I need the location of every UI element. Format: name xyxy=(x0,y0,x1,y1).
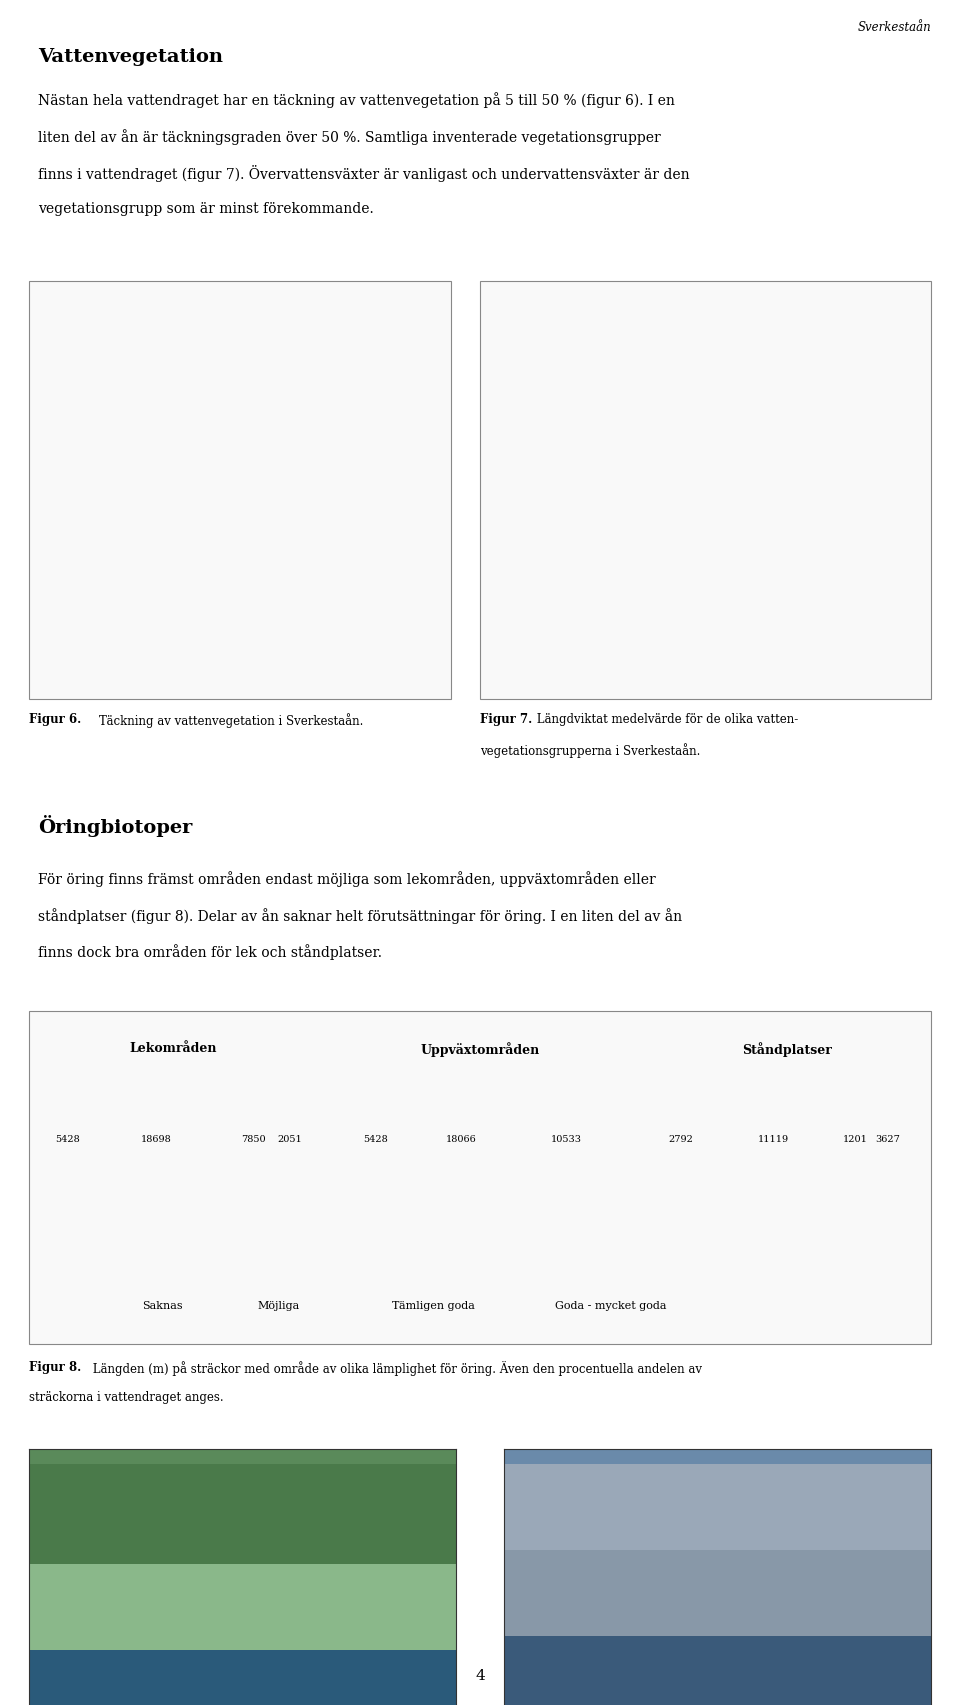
Bar xyxy=(48,1154,87,1212)
Text: Figur 8.: Figur 8. xyxy=(29,1361,81,1374)
Text: 2%: 2% xyxy=(162,373,182,385)
Text: Längden (m) på sträckor med område av olika lämplighet för öring. Även den proce: Längden (m) på sträckor med område av ol… xyxy=(89,1361,703,1376)
Text: Figur 6.: Figur 6. xyxy=(29,713,81,726)
Text: ståndplatser (figur 8). Delar av ån saknar helt förutsättningar för öring. I en : ståndplatser (figur 8). Delar av ån sakn… xyxy=(38,907,683,924)
Legend: Saknas, <5%, 5-50%, >50%: Saknas, <5%, 5-50%, >50% xyxy=(134,651,346,670)
Bar xyxy=(662,1154,700,1212)
Wedge shape xyxy=(150,384,330,563)
Bar xyxy=(700,1154,848,1212)
Bar xyxy=(504,1550,931,1635)
Bar xyxy=(630,489,671,597)
Text: 98%: 98% xyxy=(231,489,260,503)
Text: Goda - mycket goda: Goda - mycket goda xyxy=(555,1301,666,1311)
Title: Vattenvegetation: Vattenvegetation xyxy=(669,332,780,346)
Text: 1201: 1201 xyxy=(843,1136,868,1144)
Text: Vattenvegetation: Vattenvegetation xyxy=(38,48,224,66)
Text: 4: 4 xyxy=(475,1669,485,1683)
Bar xyxy=(705,547,745,597)
Bar xyxy=(528,1154,605,1212)
Text: finns dock bra områden för lek och ståndplatser.: finns dock bra områden för lek och stånd… xyxy=(38,945,382,960)
Bar xyxy=(225,1154,282,1212)
Text: 1,3: 1,3 xyxy=(641,476,659,486)
Text: Saknas: Saknas xyxy=(142,1301,182,1311)
Text: Figur 7.: Figur 7. xyxy=(480,713,532,726)
Bar xyxy=(395,1154,528,1212)
Text: Längdviktat medelvärde för de olika vatten-: Längdviktat medelvärde för de olika vatt… xyxy=(533,713,798,726)
Text: Täckning av vattenvegetation i Sverkestaån.: Täckning av vattenvegetation i Sverkesta… xyxy=(99,713,363,728)
Text: Ståndplatser: Ståndplatser xyxy=(742,1042,832,1057)
Text: Uppväxtområden: Uppväxtområden xyxy=(420,1042,540,1057)
Text: 5428: 5428 xyxy=(56,1136,81,1144)
Bar xyxy=(29,1563,456,1650)
Bar xyxy=(864,1154,912,1212)
Text: sträckorna i vattendraget anges.: sträckorna i vattendraget anges. xyxy=(29,1391,224,1405)
Text: 1,7: 1,7 xyxy=(566,443,584,454)
Bar xyxy=(29,1650,456,1705)
Text: Möjliga: Möjliga xyxy=(257,1301,300,1311)
Text: vegetationsgrupp som är minst förekommande.: vegetationsgrupp som är minst förekomman… xyxy=(38,201,374,217)
Text: finns i vattendraget (figur 7). Övervattensväxter är vanligast och undervattensv: finns i vattendraget (figur 7). Övervatt… xyxy=(38,165,690,182)
Text: 10533: 10533 xyxy=(551,1136,582,1144)
Text: liten del av ån är täckningsgraden över 50 %. Samtliga inventerade vegetationsgr: liten del av ån är täckningsgraden över … xyxy=(38,130,661,145)
Bar xyxy=(282,1154,298,1212)
Bar xyxy=(355,1154,395,1212)
Text: Sverkestaån: Sverkestaån xyxy=(857,20,931,34)
Wedge shape xyxy=(236,384,248,474)
Text: 18066: 18066 xyxy=(445,1136,477,1144)
Text: Nästan hela vattendraget har en täckning av vattenvegetation på 5 till 50 % (fig: Nästan hela vattendraget har en täckning… xyxy=(38,92,675,107)
Bar xyxy=(555,457,596,597)
Bar xyxy=(853,506,895,597)
Title: Täckning av vattenvegetation totalt: Täckning av vattenvegetation totalt xyxy=(123,292,357,305)
Text: 5428: 5428 xyxy=(363,1136,388,1144)
Text: 0,8: 0,8 xyxy=(791,518,808,527)
Text: 18698: 18698 xyxy=(141,1136,172,1144)
Text: För öring finns främst områden endast möjliga som lekområden, uppväxtområden ell: För öring finns främst områden endast mö… xyxy=(38,871,656,887)
Text: 2792: 2792 xyxy=(668,1136,693,1144)
Text: 7850: 7850 xyxy=(242,1136,266,1144)
Text: Tämligen goda: Tämligen goda xyxy=(392,1301,474,1311)
Text: 11119: 11119 xyxy=(758,1136,789,1144)
Text: Öringbiotoper: Öringbiotoper xyxy=(38,815,193,837)
Bar xyxy=(779,530,820,597)
Y-axis label: Längdviktat medelvärde: Längdviktat medelvärde xyxy=(506,409,516,537)
Bar xyxy=(504,1635,931,1705)
Bar xyxy=(29,1463,456,1563)
Text: Lekområden: Lekområden xyxy=(129,1042,217,1055)
Bar xyxy=(848,1154,864,1212)
Text: 0,6: 0,6 xyxy=(716,534,733,544)
Text: 2051: 2051 xyxy=(277,1136,302,1144)
Bar xyxy=(87,1154,225,1212)
Text: 3627: 3627 xyxy=(876,1136,900,1144)
Wedge shape xyxy=(240,384,251,474)
Bar xyxy=(504,1463,931,1550)
Text: 1,1: 1,1 xyxy=(866,493,883,503)
Text: vegetationsgrupperna i Sverkestaån.: vegetationsgrupperna i Sverkestaån. xyxy=(480,743,701,759)
